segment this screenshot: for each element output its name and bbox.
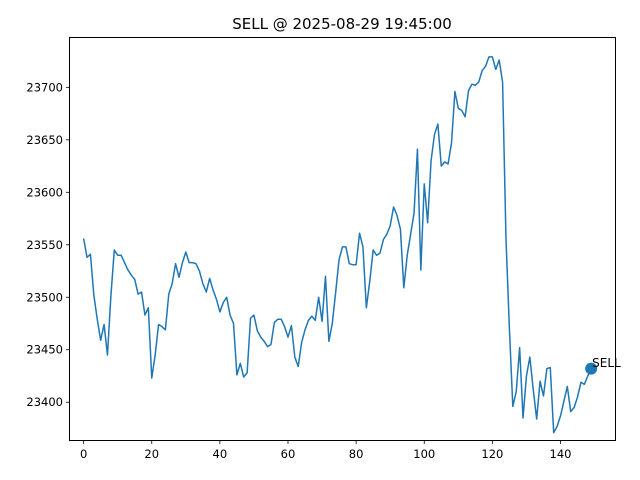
y-tick-label: 23450 bbox=[26, 343, 63, 357]
chart-title: SELL @ 2025-08-29 19:45:00 bbox=[232, 15, 452, 33]
y-axis: 23400 23450 23500 23550 23600 23650 23700 bbox=[26, 80, 70, 409]
x-axis: 0 20 40 60 80 100 120 140 bbox=[80, 440, 572, 461]
y-tick-label: 23650 bbox=[26, 133, 63, 147]
x-tick-label: 120 bbox=[481, 447, 503, 461]
x-tick-label: 100 bbox=[413, 447, 435, 461]
x-tick-label: 20 bbox=[144, 447, 159, 461]
plot-area: SELL bbox=[82, 56, 621, 434]
y-tick-label: 23700 bbox=[26, 80, 63, 94]
y-tick-label: 23400 bbox=[26, 395, 63, 409]
sell-marker-point bbox=[585, 362, 598, 375]
plot-frame bbox=[69, 37, 616, 441]
x-tick-label: 80 bbox=[349, 447, 364, 461]
x-tick-label: 40 bbox=[213, 447, 228, 461]
y-tick-label: 23550 bbox=[26, 238, 63, 252]
price-series-line bbox=[82, 56, 592, 434]
y-tick-label: 23500 bbox=[26, 290, 63, 304]
sell-marker-label: SELL bbox=[592, 356, 621, 370]
x-tick-label: 60 bbox=[281, 447, 296, 461]
y-tick-label: 23600 bbox=[26, 185, 63, 199]
x-tick-label: 0 bbox=[80, 447, 87, 461]
x-tick-label: 140 bbox=[550, 447, 572, 461]
